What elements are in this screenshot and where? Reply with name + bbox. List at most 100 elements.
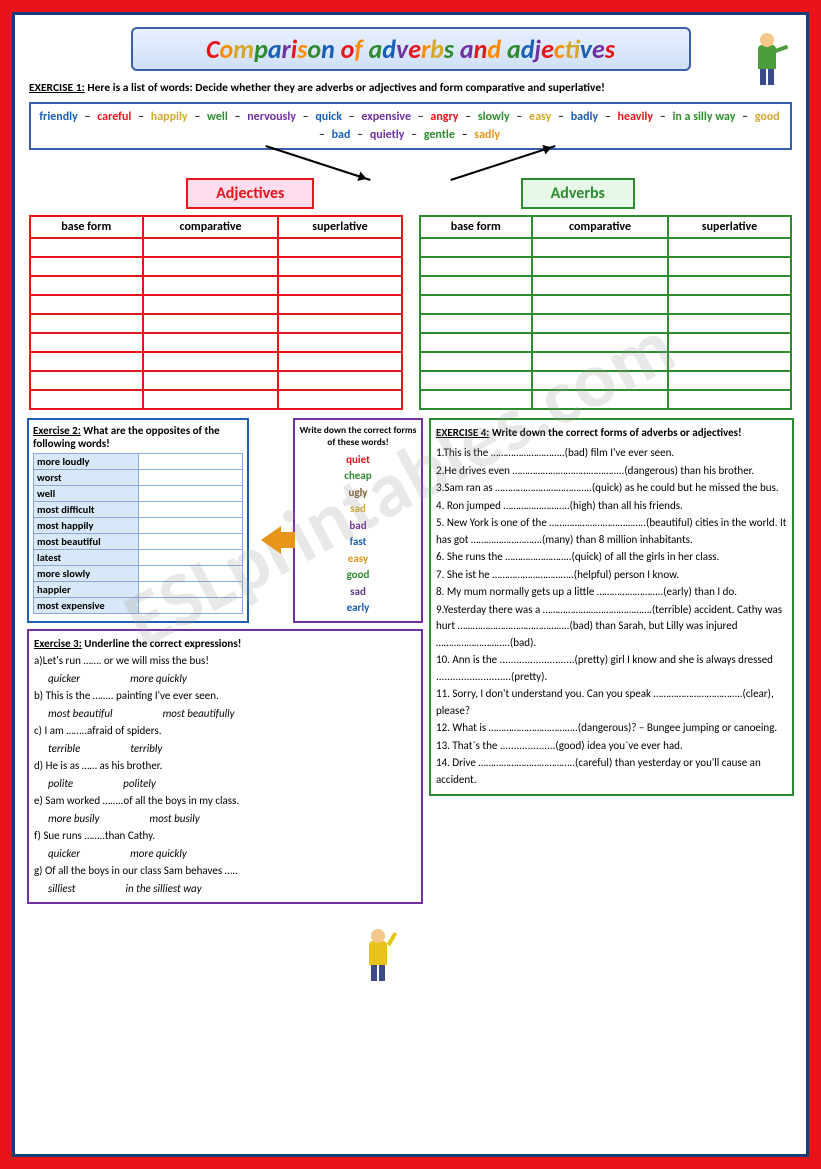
ex3-option[interactable]: terrible [48,741,80,758]
table-cell[interactable] [420,276,533,295]
form-word: ugly [299,485,417,502]
ex3-option[interactable]: quicker [48,846,80,863]
ex3-option[interactable]: more quickly [130,671,187,688]
exercise-4-title: EXERCISE 4: Write down the correct forms… [436,425,787,442]
table-cell[interactable] [420,352,533,371]
ex4-item: 1.This is the ………………………..(bad) film I've… [436,445,787,462]
opposite-answer[interactable] [138,501,243,517]
opposite-word: most difficult [34,501,139,517]
opposite-answer[interactable] [138,533,243,549]
table-cell[interactable] [532,295,668,314]
table-cell[interactable] [532,257,668,276]
tables-row: base formcomparativesuperlative base for… [23,215,798,410]
ex3-option[interactable]: terribly [130,741,162,758]
table-cell[interactable] [30,314,143,333]
table-cell[interactable] [278,333,401,352]
table-cell[interactable] [143,238,279,257]
table-cell[interactable] [668,390,791,409]
opposite-answer[interactable] [138,517,243,533]
table-cell[interactable] [668,238,791,257]
table-cell[interactable] [420,238,533,257]
table-cell[interactable] [668,314,791,333]
ex3-option[interactable]: in the silliest way [125,881,201,898]
exercise-4-box: EXERCISE 4: Write down the correct forms… [429,418,794,797]
ex3-question: g) Of all the boys in our class Sam beha… [34,863,416,880]
table-cell[interactable] [30,238,143,257]
table-cell[interactable] [420,333,533,352]
table-cell[interactable] [143,314,279,333]
ex3-question: c) I am ……..afraid of spiders. [34,723,416,740]
table-cell[interactable] [30,352,143,371]
table-cell[interactable] [532,276,668,295]
ex3-option[interactable]: most beautifully [163,706,235,723]
table-cell[interactable] [532,352,668,371]
table-cell[interactable] [420,390,533,409]
exercise-2-title: Exercise 2: What are the opposites of th… [33,424,243,450]
table-cell[interactable] [143,352,279,371]
table-cell[interactable] [532,333,668,352]
table-cell[interactable] [143,390,279,409]
table-cell[interactable] [420,257,533,276]
ex3-option[interactable]: quicker [48,671,80,688]
opposite-answer[interactable] [138,581,243,597]
ex3-option[interactable]: silliest [48,881,75,898]
inner-frame: ESLprintables.com Comparison of adverbs … [12,12,809,1157]
form-word: sad [299,584,417,601]
table-cell[interactable] [30,371,143,390]
table-cell[interactable] [278,295,401,314]
table-cell[interactable] [532,390,668,409]
table-cell[interactable] [668,276,791,295]
left-column: Exercise 2: What are the opposites of th… [27,418,423,905]
opposite-answer[interactable] [138,549,243,565]
ex3-option[interactable]: politely [123,776,156,793]
exercise-2-wrap: Exercise 2: What are the opposites of th… [27,418,423,623]
ex4-item: 5. New York is one of the ………………………………..… [436,515,787,548]
table-cell[interactable] [278,390,401,409]
table-cell[interactable] [532,371,668,390]
table-header: base form [30,216,143,238]
ex3-question: e) Sam worked ……..of all the boys in my … [34,793,416,810]
table-cell[interactable] [30,333,143,352]
table-cell[interactable] [278,276,401,295]
table-cell[interactable] [30,276,143,295]
opposite-answer[interactable] [138,565,243,581]
opposite-answer[interactable] [138,469,243,485]
ex3-option[interactable]: most busily [149,811,199,828]
table-cell[interactable] [143,257,279,276]
table-cell[interactable] [668,352,791,371]
table-cell[interactable] [143,371,279,390]
ex4-item: 6. She runs the ……………………..(quick) of all… [436,549,787,566]
opposite-answer[interactable] [138,485,243,501]
opposite-answer[interactable] [138,453,243,469]
table-cell[interactable] [278,238,401,257]
ex3-option[interactable]: polite [48,776,73,793]
ex3-option[interactable]: more quickly [130,846,187,863]
table-header: base form [420,216,533,238]
table-cell[interactable] [278,352,401,371]
ex3-option[interactable]: most beautiful [48,706,113,723]
table-cell[interactable] [420,371,533,390]
table-cell[interactable] [668,257,791,276]
opposite-answer[interactable] [138,597,243,613]
table-cell[interactable] [143,276,279,295]
table-cell[interactable] [143,295,279,314]
table-cell[interactable] [668,371,791,390]
table-cell[interactable] [278,371,401,390]
table-cell[interactable] [278,314,401,333]
table-cell[interactable] [532,314,668,333]
table-header: comparative [143,216,279,238]
ex3-question: a)Let's run ……. or we will miss the bus! [34,653,416,670]
table-cell[interactable] [30,390,143,409]
table-cell[interactable] [668,333,791,352]
table-cell[interactable] [420,295,533,314]
table-cell[interactable] [532,238,668,257]
table-cell[interactable] [278,257,401,276]
form-word: early [299,600,417,617]
ex3-option[interactable]: more busily [48,811,99,828]
opposite-word: most beautiful [34,533,139,549]
table-cell[interactable] [143,333,279,352]
table-cell[interactable] [420,314,533,333]
table-cell[interactable] [30,257,143,276]
table-cell[interactable] [668,295,791,314]
table-cell[interactable] [30,295,143,314]
